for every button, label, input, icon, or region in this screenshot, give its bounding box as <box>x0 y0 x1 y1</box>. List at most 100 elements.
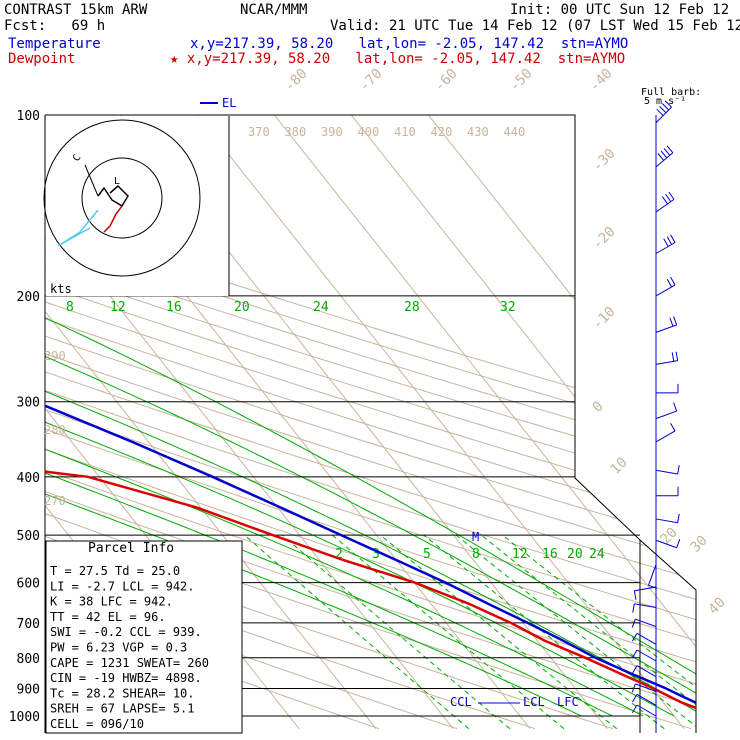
wind-barb <box>655 351 679 365</box>
theta-label: 380 <box>285 125 307 139</box>
wind-barb <box>655 276 676 297</box>
wind-barb-staff <box>655 518 678 524</box>
wind-barb <box>655 234 676 254</box>
theta-label: 440 <box>504 125 526 139</box>
pressure-label: 900 <box>17 682 40 697</box>
parcel-info-row: T = 27.5 Td = 25.0 <box>50 564 180 578</box>
parcel-info-row: CELL = 096/10 <box>50 717 144 731</box>
wind-barb-staff <box>636 693 657 706</box>
wind-barb <box>656 383 679 394</box>
dry-adiabat <box>45 115 696 730</box>
wind-barb-staff <box>635 618 657 628</box>
isotherm-label: -40 <box>587 66 616 95</box>
wind-barb-staff <box>636 649 657 662</box>
dry-adiabat <box>45 115 458 730</box>
mixing-ratio-line <box>480 534 696 730</box>
dewpoint-legend: Dewpoint <box>8 51 76 67</box>
parcel-info-row: Tc = 28.2 SHEAR= 10. <box>50 686 195 700</box>
wind-barb-flag <box>666 145 674 154</box>
parcel-info-row: PW = 6.23 VGP = 0.3 <box>50 641 187 655</box>
isotherm-label: -30 <box>590 146 619 175</box>
theta-label: 280 <box>44 423 66 437</box>
wind-barb-flag <box>665 193 672 202</box>
hodograph-l-label: L <box>114 176 120 187</box>
theta-label: 370 <box>248 125 270 139</box>
adiabat-label: 28 <box>404 300 420 315</box>
mixing-ratio-label: 16 <box>542 547 558 562</box>
dry-adiabat <box>45 115 696 730</box>
isotherm-line <box>406 115 696 730</box>
pressure-label: 300 <box>17 396 40 411</box>
wind-barb-flag <box>662 103 670 111</box>
dry-adiabat <box>45 115 696 730</box>
isotherm-label: -50 <box>507 66 536 95</box>
mixing-ratio-line <box>455 534 696 730</box>
wind-barb <box>632 693 657 706</box>
wind-barb <box>632 649 657 662</box>
theta-label: 270 <box>44 494 66 508</box>
isotherm-label: -60 <box>432 66 461 95</box>
parcel-info-box <box>45 540 243 734</box>
pressure-label: 700 <box>17 617 40 632</box>
wind-barb <box>655 316 678 333</box>
wind-barb-flag <box>631 683 636 693</box>
init-time: Init: 00 UTC Sun 12 Feb 12 <box>510 2 730 18</box>
wind-barb <box>655 422 676 443</box>
wind-barb-staff <box>655 410 677 420</box>
mixing-ratio-line <box>380 534 618 730</box>
wind-barb-staff <box>655 242 676 254</box>
wind-barb-flag <box>632 633 638 642</box>
wind-barb-flag <box>676 539 681 548</box>
isotherm-label: -20 <box>590 224 619 253</box>
wind-barb <box>655 145 674 168</box>
pressure-label: 800 <box>17 652 40 667</box>
wind-barb-flag <box>632 694 638 703</box>
wind-barb-flag <box>632 603 635 613</box>
wind-barb-flag <box>632 649 638 659</box>
wind-barb-flag <box>671 352 675 362</box>
isotherm-line <box>45 115 377 730</box>
parcel-info-row: SREH = 67 LAPSE= 5.1 <box>50 702 195 716</box>
wind-barb-staff <box>655 539 677 549</box>
dry-adiabat <box>45 115 696 730</box>
wind-barb-staff <box>655 324 677 333</box>
hodograph-c-label: C <box>71 153 84 164</box>
adiabat-label: 24 <box>313 300 329 315</box>
wind-barb-staff <box>648 564 657 586</box>
dry-adiabat <box>45 115 696 730</box>
wind-barb-flag <box>648 584 658 589</box>
wind-barb-flag <box>673 402 678 412</box>
dry-adiabat <box>45 115 696 730</box>
wind-barb-flag <box>663 148 671 156</box>
dry-adiabat <box>45 115 696 730</box>
m-marker: M <box>472 530 479 544</box>
dry-adiabat <box>45 115 696 730</box>
wind-barb <box>631 618 657 628</box>
plot-frame <box>45 114 697 733</box>
barb-unit-label: 5 m s⁻¹ <box>644 96 686 107</box>
theta-label: 390 <box>321 125 343 139</box>
hodograph-ring <box>43 119 201 277</box>
theta-label: 290 <box>44 349 66 363</box>
valid-time: Valid: 21 UTC Tue 14 Feb 12 (07 LST Wed … <box>330 18 740 34</box>
adiabat-label: 12 <box>110 300 126 315</box>
model-title: CONTRAST 15km ARW <box>4 2 148 18</box>
wind-barb <box>655 100 672 124</box>
wind-barb <box>656 486 679 497</box>
wind-barb-flag <box>664 100 672 108</box>
wind-barb-staff <box>655 430 676 443</box>
dry-adiabat <box>45 115 696 730</box>
wind-barb <box>631 683 657 693</box>
wind-barb <box>655 402 678 420</box>
el-label: EL <box>222 96 236 110</box>
parcel-info-row: CIN = -19 HWBZ= 4898. <box>50 671 202 685</box>
parcel-info-row: SWI = -0.2 CCL = 939. <box>50 625 202 639</box>
wind-barb <box>655 539 681 549</box>
wind-barb-flag <box>675 351 679 361</box>
wind-barb <box>655 191 675 213</box>
dry-adiabat <box>45 115 380 730</box>
isotherm-line <box>252 115 696 730</box>
wind-barb-flag <box>670 234 676 243</box>
forecast-hour: Fcst: 69 h <box>4 18 106 34</box>
